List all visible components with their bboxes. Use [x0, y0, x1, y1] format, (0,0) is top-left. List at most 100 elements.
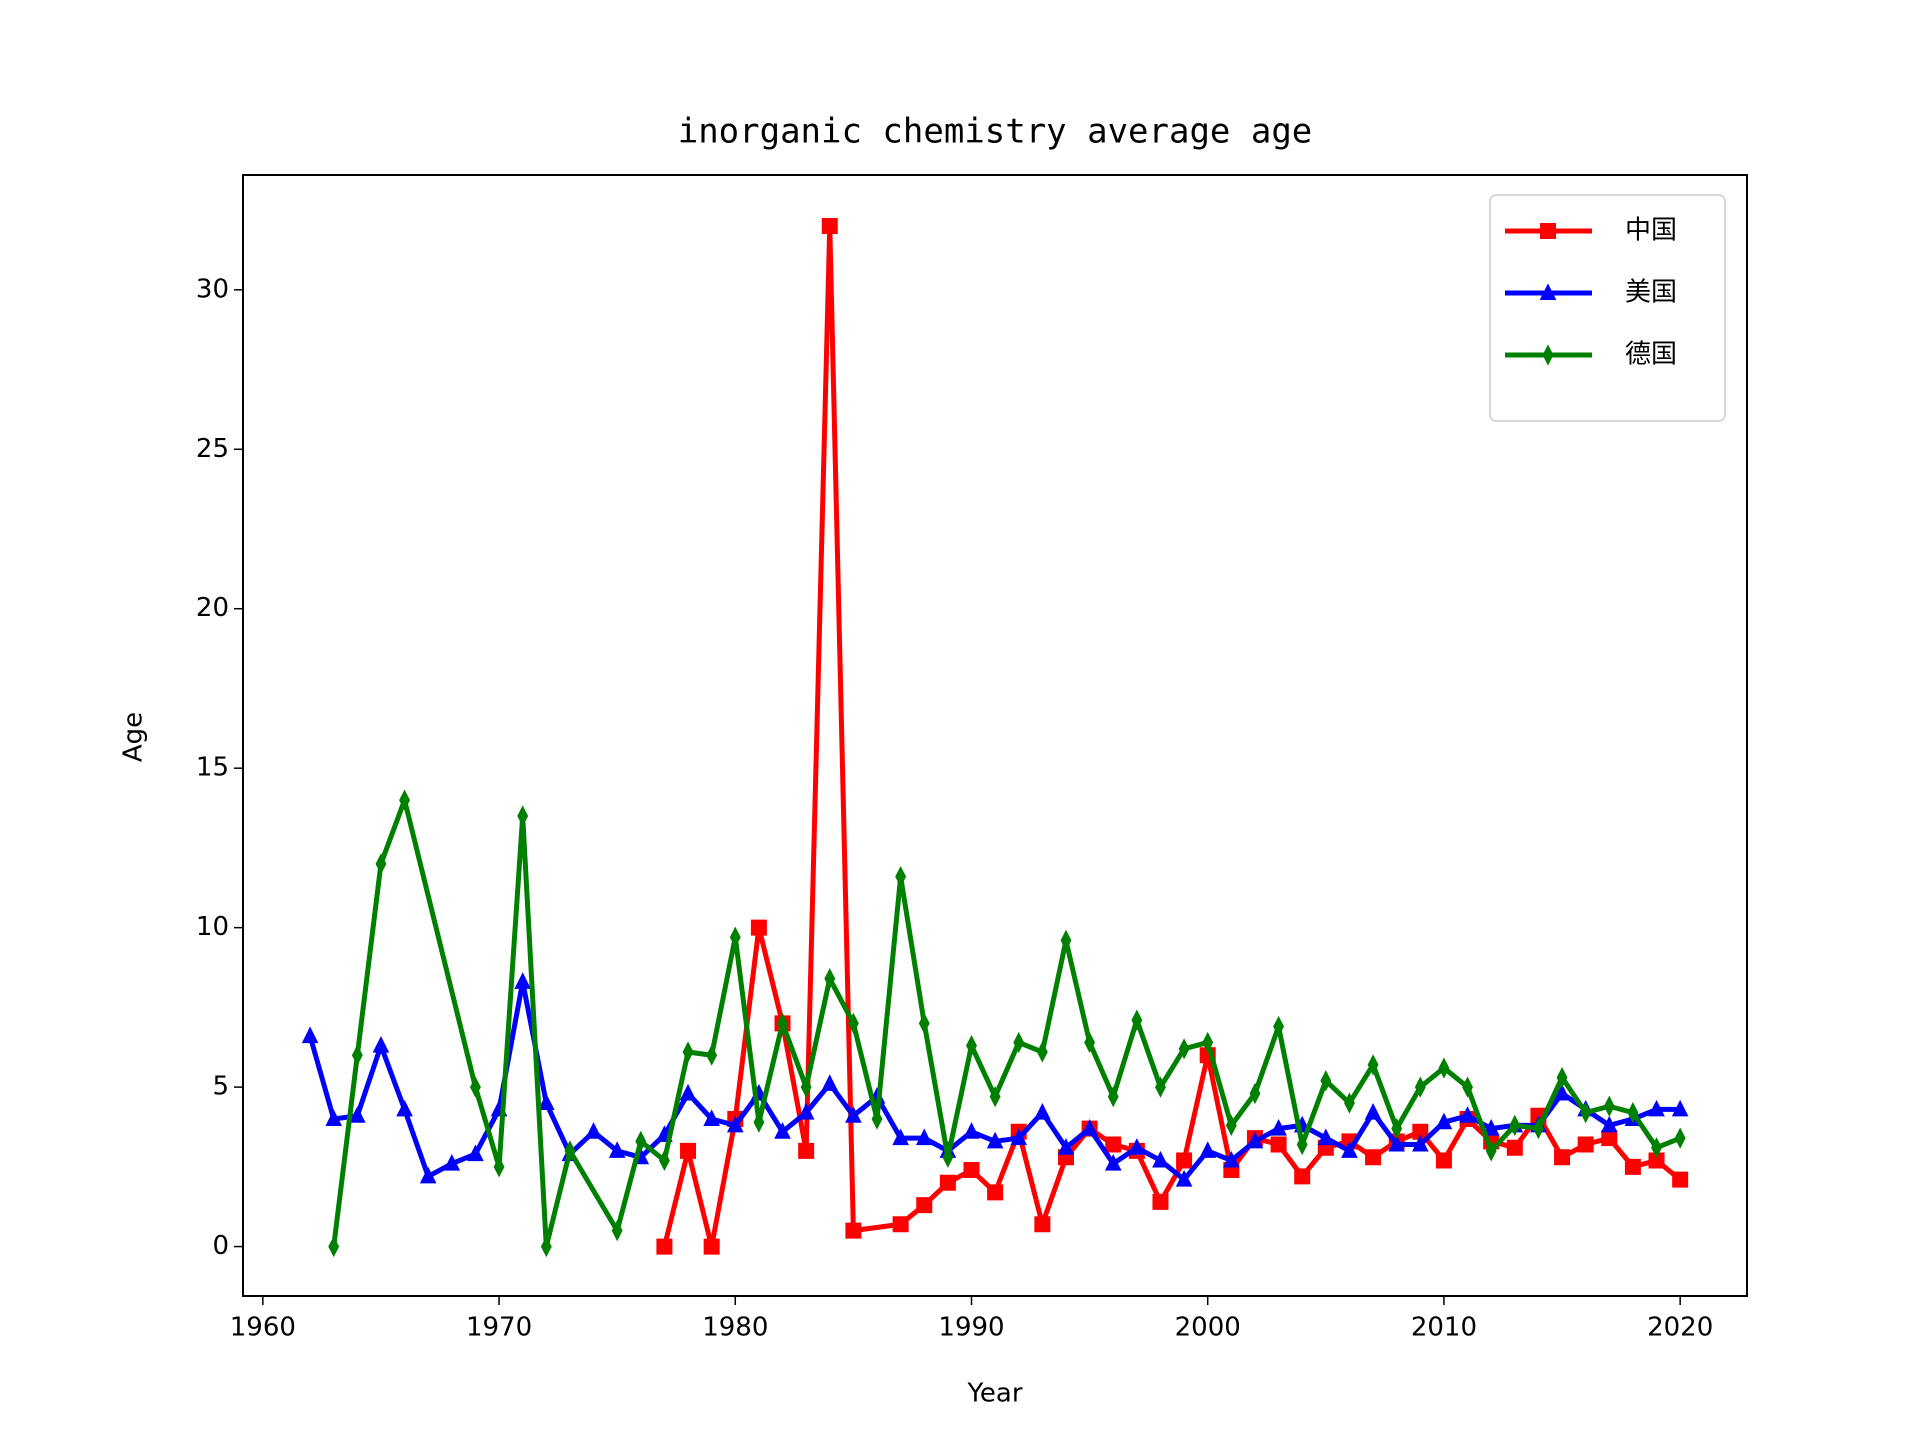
- data-point: [1506, 1139, 1523, 1156]
- x-tick-label: 2010: [1411, 1313, 1477, 1343]
- data-point: [1412, 1134, 1429, 1152]
- data-point: [351, 1044, 363, 1066]
- data-point: [1060, 929, 1072, 952]
- data-point: [399, 789, 411, 811]
- data-point: [1532, 1117, 1544, 1140]
- data-point: [540, 1235, 552, 1258]
- data-point: [1296, 1133, 1308, 1156]
- data-point: [845, 1106, 862, 1123]
- data-point: [706, 1044, 718, 1066]
- data-point: [1627, 1102, 1639, 1124]
- data-point: [537, 1093, 555, 1111]
- data-point: [1414, 1076, 1426, 1098]
- data-point: [1485, 1140, 1497, 1162]
- data-point: [989, 1086, 1001, 1108]
- data-point: [895, 866, 907, 888]
- data-point: [1624, 1158, 1641, 1175]
- data-point: [987, 1184, 1004, 1201]
- data-point: [1152, 1150, 1169, 1168]
- y-tick-label: 0: [212, 1231, 229, 1261]
- data-point: [1273, 1015, 1285, 1038]
- data-point: [1223, 1150, 1240, 1168]
- legend-marker: [1539, 283, 1557, 300]
- data-point: [1553, 1083, 1571, 1101]
- data-point: [821, 218, 838, 235]
- data-point: [963, 1122, 980, 1139]
- legend-box: [1489, 194, 1726, 422]
- x-tick-label: 2020: [1647, 1313, 1713, 1343]
- data-point: [1577, 1136, 1594, 1153]
- data-point: [1128, 1138, 1146, 1155]
- data-point: [1556, 1066, 1568, 1089]
- data-point: [1462, 1076, 1473, 1098]
- data-point: [1317, 1128, 1335, 1146]
- data-point: [1320, 1070, 1332, 1092]
- data-point: [1176, 1152, 1193, 1169]
- data-point: [915, 1128, 933, 1146]
- data-point: [1672, 1171, 1689, 1188]
- data-point: [1175, 1169, 1193, 1187]
- y-tick-label: 10: [196, 912, 229, 942]
- data-point: [656, 1238, 673, 1255]
- legend-marker: [1542, 344, 1554, 366]
- x-tick-label: 1970: [466, 1313, 532, 1343]
- data-point: [1435, 1112, 1453, 1130]
- data-point: [774, 1122, 791, 1139]
- data-point: [325, 1109, 343, 1126]
- data-point: [729, 926, 741, 948]
- legend-label: 美国: [1625, 278, 1677, 308]
- data-point: [1178, 1038, 1190, 1060]
- data-point: [750, 919, 767, 936]
- data-point: [470, 1076, 481, 1098]
- data-point: [514, 972, 531, 989]
- data-point: [871, 1108, 883, 1130]
- data-point: [1364, 1103, 1382, 1120]
- plot-frame: [242, 174, 1748, 1297]
- data-point: [1435, 1152, 1452, 1169]
- data-point: [1601, 1130, 1618, 1147]
- series-line: [331, 797, 1682, 1250]
- data-point: [443, 1154, 461, 1171]
- data-point: [1651, 1137, 1662, 1159]
- data-point: [396, 1099, 413, 1117]
- y-tick-label: 15: [196, 753, 229, 783]
- data-point: [1344, 1092, 1355, 1114]
- data-point: [658, 1149, 670, 1172]
- data-point: [986, 1131, 1004, 1149]
- data-point: [1554, 1149, 1571, 1166]
- data-point: [963, 1162, 980, 1179]
- data-point: [1131, 1009, 1143, 1031]
- data-point: [824, 968, 836, 990]
- data-point: [1202, 1031, 1214, 1054]
- data-point: [892, 1216, 909, 1233]
- y-tick-label: 5: [212, 1072, 229, 1102]
- y-axis-label: Age: [119, 712, 149, 762]
- data-point: [777, 1012, 788, 1034]
- data-point: [328, 1235, 340, 1258]
- data-point: [349, 1106, 366, 1123]
- y-tick-label: 20: [196, 593, 229, 623]
- data-point: [585, 1122, 602, 1139]
- data-point: [1294, 1168, 1311, 1185]
- data-point: [564, 1140, 576, 1162]
- data-point: [679, 1083, 697, 1101]
- data-point: [845, 1222, 862, 1239]
- x-tick-label: 1990: [938, 1313, 1004, 1343]
- data-point: [797, 1103, 815, 1120]
- data-point: [372, 1036, 390, 1053]
- legend-marker: [1540, 223, 1556, 239]
- data-point: [1010, 1128, 1028, 1146]
- data-point: [942, 1146, 954, 1168]
- legend-label: 中国: [1625, 216, 1677, 246]
- data-point: [682, 1041, 694, 1063]
- x-tick-label: 2000: [1175, 1313, 1241, 1343]
- data-point: [1152, 1193, 1169, 1210]
- data-point: [467, 1144, 484, 1162]
- data-point: [680, 1142, 697, 1159]
- x-axis-label: Year: [966, 1379, 1022, 1409]
- data-point: [1600, 1115, 1618, 1133]
- data-point: [1482, 1118, 1500, 1136]
- data-point: [493, 1156, 505, 1178]
- data-point: [1081, 1118, 1098, 1136]
- x-tick-label: 1960: [230, 1313, 296, 1343]
